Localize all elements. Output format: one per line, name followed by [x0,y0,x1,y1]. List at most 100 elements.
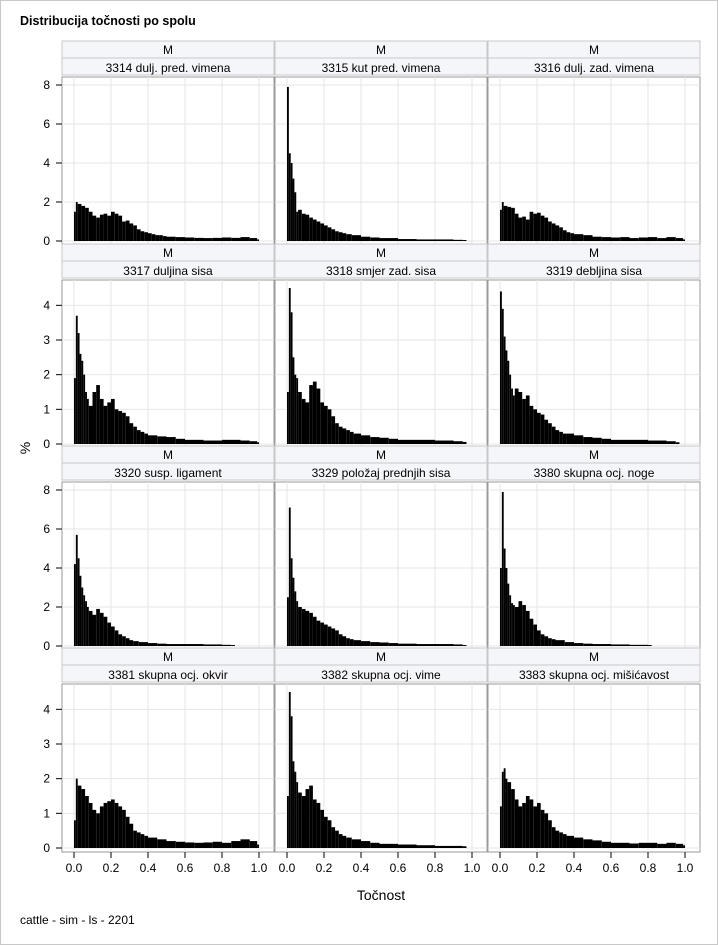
histogram-bar [140,431,145,444]
histogram-bar [592,644,611,646]
histogram-bar [500,209,502,241]
histogram-bar [525,610,530,646]
x-tick-label: 0.0 [66,861,83,875]
histogram-bar [79,353,82,444]
histogram-bar [507,583,510,646]
histogram-bar [88,610,93,646]
histogram-bar [346,234,352,241]
histogram-bar [118,634,123,646]
histogram-bar [379,238,398,241]
histogram-bar [379,437,389,444]
panel-3: M 3317 duljina sisa [61,243,275,449]
histogram-bar [507,782,512,848]
histogram-bar [99,214,104,241]
histogram-bar [544,419,549,444]
histogram-bar [611,842,630,848]
histogram-bar [75,778,78,848]
histogram-bar [379,843,398,848]
y-tick-label: 0 [43,234,50,248]
histogram-bar [342,636,347,646]
histogram-bar [501,491,504,646]
panel-title: 3315 kut pred. vimena [322,61,441,75]
histogram-bar [544,217,549,241]
histogram-bar [96,385,100,444]
histogram-bar [537,412,541,444]
histogram-bar [683,239,685,241]
panel-1: M 3315 kut pred. vimena [274,40,488,246]
histogram-bar [327,409,332,444]
histogram-bar [416,845,435,848]
histogram-bar [148,435,158,444]
panel-title: 3382 skupna ocj. vime [321,668,441,682]
y-tick-label: 0 [43,841,50,855]
histogram-bar [583,839,593,848]
panel-group-label: M [376,448,386,462]
histogram-bar [296,601,299,646]
histogram-bar [570,233,574,241]
histogram-bar [592,840,602,848]
panel-group-label: M [376,246,386,260]
histogram-bar [501,771,504,848]
x-tick-label: 1.0 [251,861,268,875]
histogram-bar [79,575,82,646]
histogram-bar [203,440,222,444]
histogram-bar [351,839,361,848]
histogram-bar [122,636,126,646]
histogram-bar [107,801,111,848]
histogram-bar [555,225,560,241]
histogram-bar [361,435,371,444]
panel-title: 3319 debljina sisa [546,264,642,278]
y-tick-label: 6 [43,522,50,536]
y-axis-label: % [17,442,33,454]
histogram-bar [301,796,306,848]
panel-title-strip [274,664,488,683]
x-tick-label: 0.6 [177,861,194,875]
histogram-bar [138,642,148,646]
histogram-bar [416,644,435,646]
histogram-bar [129,823,134,848]
histogram-bar [683,845,685,848]
histogram-bar [327,626,332,646]
x-tick-label: 0.6 [390,861,407,875]
histogram-bar [453,239,463,241]
panel-title-strip [274,57,488,76]
histogram-bar [298,792,302,848]
histogram-bar [503,205,508,241]
histogram-bar [522,605,526,646]
histogram-bar [222,237,232,241]
histogram-bar [194,842,204,848]
x-tick-label: 1.0 [464,861,481,875]
panel-title: 3329 položaj prednjih sisa [312,466,451,480]
histogram-bar [312,381,317,444]
histogram-bar [370,237,380,241]
histogram-bar [620,237,630,241]
histogram-bar [324,225,328,241]
histogram-bar [331,416,336,444]
histogram-bar [566,232,571,241]
histogram-bar [388,438,398,444]
histogram-bar [529,799,534,848]
histogram-bar [675,843,684,848]
histogram-bar [511,207,515,241]
histogram-bar [514,388,519,444]
histogram-bar [331,229,336,241]
histogram-bar [320,809,324,848]
histogram-bar [361,641,371,646]
histogram-bar [166,841,176,848]
histogram-bar [203,238,213,241]
histogram-bar [231,841,241,848]
histogram-bar [370,842,380,848]
histogram-bar [675,238,684,241]
histogram-bar [166,644,185,646]
histogram-bar [533,409,537,444]
histogram-bar [500,806,502,848]
y-tick-label: 3 [43,333,50,347]
histogram-bar [574,837,584,848]
histogram-bar [155,235,160,241]
histogram-bar [107,215,111,241]
histogram-bar [249,441,258,444]
histogram-bar [309,785,313,848]
histogram-bar [294,192,297,241]
histogram-bar [592,236,602,241]
histogram-bar [86,607,89,646]
